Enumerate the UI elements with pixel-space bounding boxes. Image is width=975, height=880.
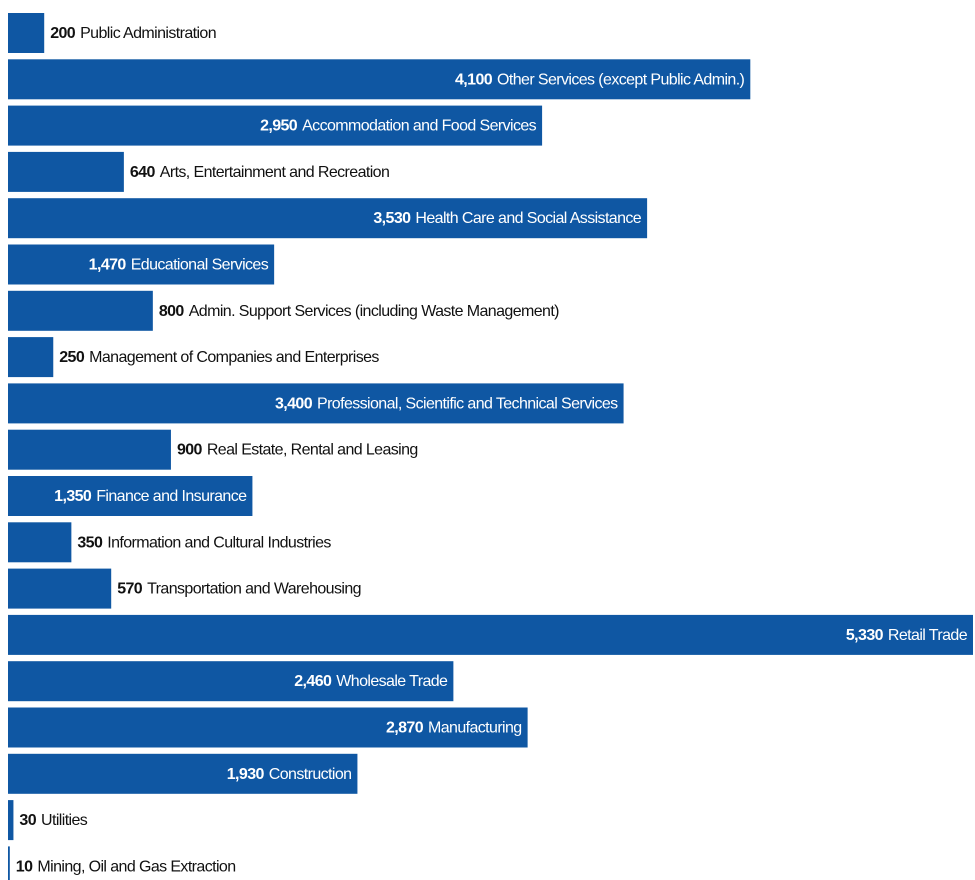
- category-label: Mining, Oil and Gas Extraction: [37, 859, 235, 876]
- bar: [8, 753, 358, 794]
- bar-label: 5,330 Retail Trade: [846, 627, 968, 644]
- bar-label: 1,350 Finance and Insurance: [54, 488, 247, 505]
- value-label: 2,950: [260, 118, 298, 135]
- bar-label: 200 Public Administration: [50, 25, 216, 42]
- bar-label: 30 Utilities: [19, 812, 87, 829]
- bar: [8, 707, 528, 748]
- bar-label: 1,930 Construction: [227, 766, 352, 783]
- category-label: Arts, Entertainment and Recreation: [160, 164, 390, 181]
- value-label: 1,470: [89, 257, 127, 274]
- value-label: 2,460: [294, 673, 332, 690]
- bar: [8, 800, 14, 841]
- category-label: Utilities: [41, 812, 88, 829]
- bar-label: 2,460 Wholesale Trade: [294, 673, 448, 690]
- bar-label: 640 Arts, Entertainment and Recreation: [130, 164, 389, 181]
- bar: [8, 244, 275, 285]
- bar-label: 2,870 Manufacturing: [386, 720, 522, 737]
- value-label: 30: [19, 812, 36, 829]
- bar: [8, 383, 624, 424]
- category-label: Professional, Scientific and Technical S…: [317, 396, 618, 413]
- bar: [8, 105, 543, 146]
- bar-label: 3,400 Professional, Scientific and Techni…: [275, 396, 618, 413]
- category-label: Accommodation and Food Services: [302, 118, 537, 135]
- bar: [8, 661, 454, 702]
- value-label: 200: [50, 25, 76, 42]
- bar: [8, 13, 45, 53]
- category-label: Other Services (except Public Admin.): [497, 72, 745, 89]
- value-label: 640: [130, 164, 156, 181]
- category-label: Public Administration: [80, 25, 216, 42]
- bar-label: 1,470 Educational Services: [89, 257, 269, 274]
- bar: [8, 846, 10, 880]
- bar: [8, 522, 72, 563]
- value-label: 350: [77, 535, 103, 552]
- value-label: 3,400: [275, 396, 313, 413]
- bar: [8, 568, 112, 609]
- value-label: 570: [117, 581, 143, 598]
- value-label: 5,330: [846, 627, 884, 644]
- category-label: Health Care and Social Assistance: [415, 210, 641, 227]
- value-label: 800: [159, 303, 185, 320]
- value-label: 250: [59, 349, 85, 366]
- bar-label: 4,100 Other Services (except Public Admin…: [455, 72, 745, 89]
- category-label: Management of Companies and Enterprises: [89, 349, 379, 366]
- category-label: Wholesale Trade: [336, 673, 448, 690]
- category-label: Retail Trade: [888, 627, 968, 644]
- category-label: Finance and Insurance: [96, 488, 247, 505]
- value-label: 2,870: [386, 720, 424, 737]
- category-label: Information and Cultural Industries: [107, 535, 331, 552]
- value-label: 1,350: [54, 488, 92, 505]
- category-label: Educational Services: [131, 257, 269, 274]
- bar: [8, 614, 973, 655]
- value-label: 3,530: [373, 210, 411, 227]
- value-label: 10: [16, 859, 33, 876]
- bar: [8, 59, 751, 100]
- category-label: Transportation and Warehousing: [147, 581, 361, 598]
- value-label: 1,930: [227, 766, 265, 783]
- bar: [8, 337, 54, 378]
- bar: [8, 290, 153, 331]
- bar-label: 900 Real Estate, Rental and Leasing: [177, 442, 418, 459]
- bar: [8, 429, 171, 470]
- bar-label: 570 Transportation and Warehousing: [117, 581, 361, 598]
- bar-label: 10 Mining, Oil and Gas Extraction: [16, 859, 236, 876]
- category-label: Manufacturing: [428, 720, 522, 737]
- value-label: 900: [177, 442, 203, 459]
- category-label: Admin. Support Services (including Waste…: [189, 303, 559, 320]
- bar-label: 2,950 Accommodation and Food Services: [260, 118, 537, 135]
- bar-label: 350 Information and Cultural Industries: [77, 535, 331, 552]
- bar: [8, 476, 253, 516]
- category-label: Construction: [269, 766, 352, 783]
- value-label: 4,100: [455, 72, 493, 89]
- bar: [8, 151, 124, 192]
- bar-label: 250 Management of Companies and Enterpris…: [59, 349, 379, 366]
- bar-label: 3,530 Health Care and Social Assistance: [373, 210, 641, 227]
- bar: [8, 198, 648, 239]
- bar-label: 800 Admin. Support Services (including Wa…: [159, 303, 559, 320]
- category-label: Real Estate, Rental and Leasing: [207, 442, 418, 459]
